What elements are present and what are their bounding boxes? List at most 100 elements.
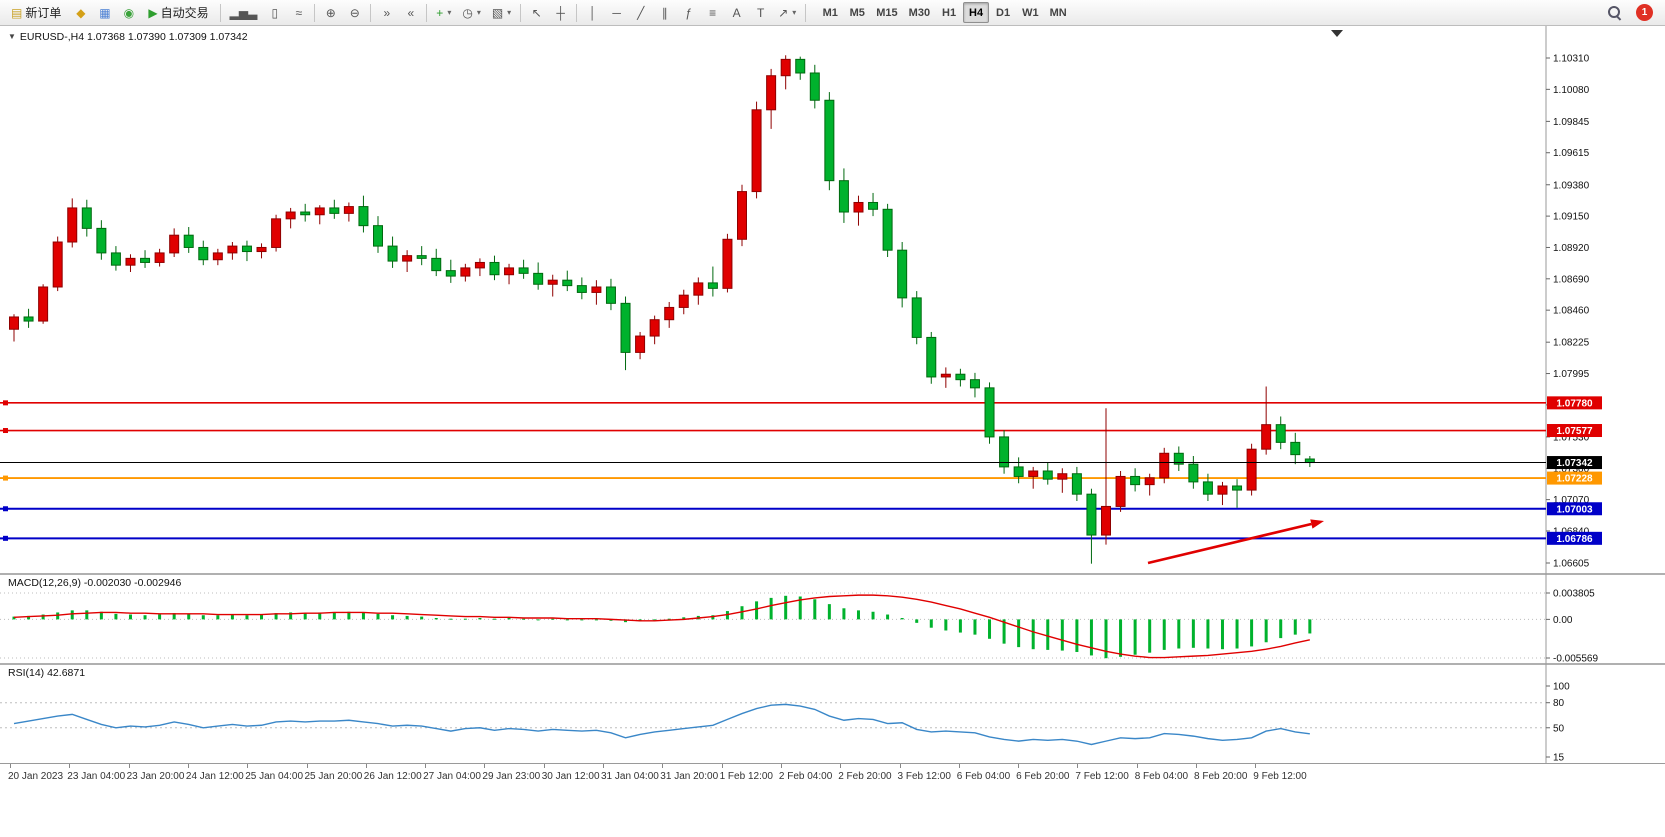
candle-body bbox=[125, 257, 136, 266]
candle-body bbox=[605, 286, 616, 304]
label-button[interactable]: T bbox=[749, 2, 772, 23]
macd-bar bbox=[1177, 619, 1181, 649]
arrows-button[interactable]: ↗ ▾ bbox=[773, 2, 801, 23]
crosshair-button[interactable]: ┼ bbox=[549, 2, 572, 23]
cursor-button[interactable]: ↖ bbox=[525, 2, 548, 23]
grid-icon: ≡ bbox=[709, 5, 717, 20]
macd-bar bbox=[653, 619, 657, 621]
zoom-in-button[interactable]: ⊕ bbox=[319, 2, 342, 23]
candle-body bbox=[1071, 473, 1082, 495]
periods-button[interactable]: ◷ ▾ bbox=[457, 2, 486, 23]
candle-body bbox=[868, 201, 879, 210]
chart-shift-button[interactable]: « bbox=[399, 2, 422, 23]
indicators-button[interactable]: + ▾ bbox=[431, 2, 456, 23]
price-axis-label: 1.10310 bbox=[1553, 54, 1590, 65]
macd-bar bbox=[1308, 619, 1312, 634]
hline-handle[interactable] bbox=[3, 506, 8, 512]
time-axis-label: 27 Jan 04:00 bbox=[423, 771, 481, 782]
chart-shift-marker-icon[interactable] bbox=[1331, 30, 1343, 37]
macd-bar bbox=[667, 618, 671, 620]
vertical-line-button[interactable]: │ bbox=[581, 2, 604, 23]
macd-bar bbox=[143, 615, 147, 620]
auto-trading-button[interactable]: ▶ 自动交易 bbox=[141, 2, 215, 23]
market-watch-button[interactable]: ◆ bbox=[69, 2, 92, 23]
dropdown-caret-icon: ▾ bbox=[507, 8, 512, 17]
candle-body bbox=[169, 234, 180, 254]
price-axis-label: 1.08920 bbox=[1553, 243, 1590, 254]
hline-handle[interactable] bbox=[3, 428, 8, 434]
macd-bar bbox=[420, 616, 424, 620]
new-order-button[interactable]: ▤ 新订单 bbox=[4, 2, 68, 23]
templates-button[interactable]: ▧ ▾ bbox=[487, 2, 516, 23]
candle-body bbox=[940, 373, 951, 378]
macd-bar bbox=[1162, 619, 1166, 650]
macd-bar bbox=[551, 618, 555, 620]
macd-bar bbox=[405, 615, 409, 620]
macd-bar bbox=[158, 614, 162, 620]
timeframe-h1-button[interactable]: H1 bbox=[942, 6, 957, 19]
time-axis-tick bbox=[306, 764, 308, 768]
symbol-collapse-icon[interactable]: ▼ bbox=[8, 32, 16, 41]
candle-body bbox=[518, 267, 529, 274]
zoom-out-button[interactable]: ⊖ bbox=[343, 2, 366, 23]
macd-bar bbox=[70, 610, 74, 620]
horizontal-line-button[interactable]: ─ bbox=[605, 2, 628, 23]
timeframe-m15-button[interactable]: M15 bbox=[876, 6, 898, 19]
candle-body bbox=[1232, 485, 1243, 491]
timeframe-m30-button[interactable]: M30 bbox=[908, 6, 931, 19]
timeframe-m5-button[interactable]: M5 bbox=[849, 6, 865, 19]
macd-panel[interactable]: 0.003805 0.00 -0.005569 bbox=[0, 573, 1665, 663]
timeframe-mn-button[interactable]: MN bbox=[1049, 6, 1067, 19]
candle-body bbox=[402, 255, 413, 262]
macd-bar bbox=[973, 619, 977, 635]
label-icon: T bbox=[757, 5, 765, 20]
channel-button[interactable]: ∥ bbox=[653, 2, 676, 23]
macd-bar bbox=[1279, 619, 1283, 639]
candle-body bbox=[809, 72, 820, 101]
arrows-icon: ↗ bbox=[778, 5, 789, 20]
hline-handle[interactable] bbox=[3, 400, 8, 406]
time-axis-label: 1 Feb 12:00 bbox=[719, 771, 773, 782]
toolbar-separator bbox=[805, 3, 807, 22]
macd-bar bbox=[85, 610, 89, 620]
macd-indicator-label: MACD(12,26,9) -0.002030 -0.002946 bbox=[8, 577, 182, 589]
trend-arrow-head bbox=[1310, 519, 1324, 529]
grid-button[interactable]: ≡ bbox=[701, 2, 724, 23]
candle-body bbox=[737, 191, 747, 240]
text-button[interactable]: A bbox=[725, 2, 748, 23]
macd-bar bbox=[478, 617, 482, 620]
hline-handle[interactable] bbox=[3, 535, 8, 541]
trendline-button[interactable]: ╱ bbox=[629, 2, 652, 23]
data-window-button[interactable]: ▦ bbox=[93, 2, 116, 23]
timeframe-w1-button[interactable]: W1 bbox=[1022, 6, 1039, 19]
trend-arrow[interactable] bbox=[1147, 522, 1312, 565]
hline-handle[interactable] bbox=[3, 475, 8, 481]
timeframe-m1-button[interactable]: M1 bbox=[822, 6, 838, 19]
auto-scroll-button[interactable]: » bbox=[375, 2, 398, 23]
line-chart-button[interactable]: ≈ bbox=[287, 2, 310, 23]
crosshair-icon: ┼ bbox=[556, 5, 565, 20]
macd-histogram bbox=[12, 595, 1312, 659]
rsi-panel[interactable]: 100 80 50 15 bbox=[0, 663, 1665, 763]
price-chart[interactable]: 1.10310 1.10080 1.09845 1.09615 1.09380 1.091… bbox=[0, 26, 1665, 573]
timeframe-d1-button[interactable]: D1 bbox=[996, 6, 1011, 19]
notification-badge[interactable]: 1 bbox=[1636, 4, 1653, 21]
search-button[interactable] bbox=[1603, 2, 1626, 23]
rsi-axis-label: 80 bbox=[1553, 698, 1565, 709]
macd-bar bbox=[769, 597, 773, 620]
fibonacci-button[interactable]: ƒ bbox=[677, 2, 700, 23]
macd-bar bbox=[492, 618, 496, 620]
candle-body bbox=[795, 58, 806, 74]
macd-bar bbox=[958, 619, 962, 633]
macd-bar bbox=[929, 619, 933, 628]
bar-chart-button[interactable]: ▂▅▃ bbox=[225, 2, 263, 23]
price-axis-label: 1.09845 bbox=[1553, 117, 1590, 128]
candle-body bbox=[1028, 470, 1039, 477]
candle-body bbox=[329, 207, 340, 214]
navigator-button[interactable]: ◉ bbox=[117, 2, 140, 23]
macd-bar bbox=[332, 612, 336, 620]
time-axis-tick bbox=[662, 764, 664, 768]
candlestick-chart-button[interactable]: ▯ bbox=[263, 2, 286, 23]
timeframe-h4-button[interactable]: H4 bbox=[963, 2, 990, 23]
